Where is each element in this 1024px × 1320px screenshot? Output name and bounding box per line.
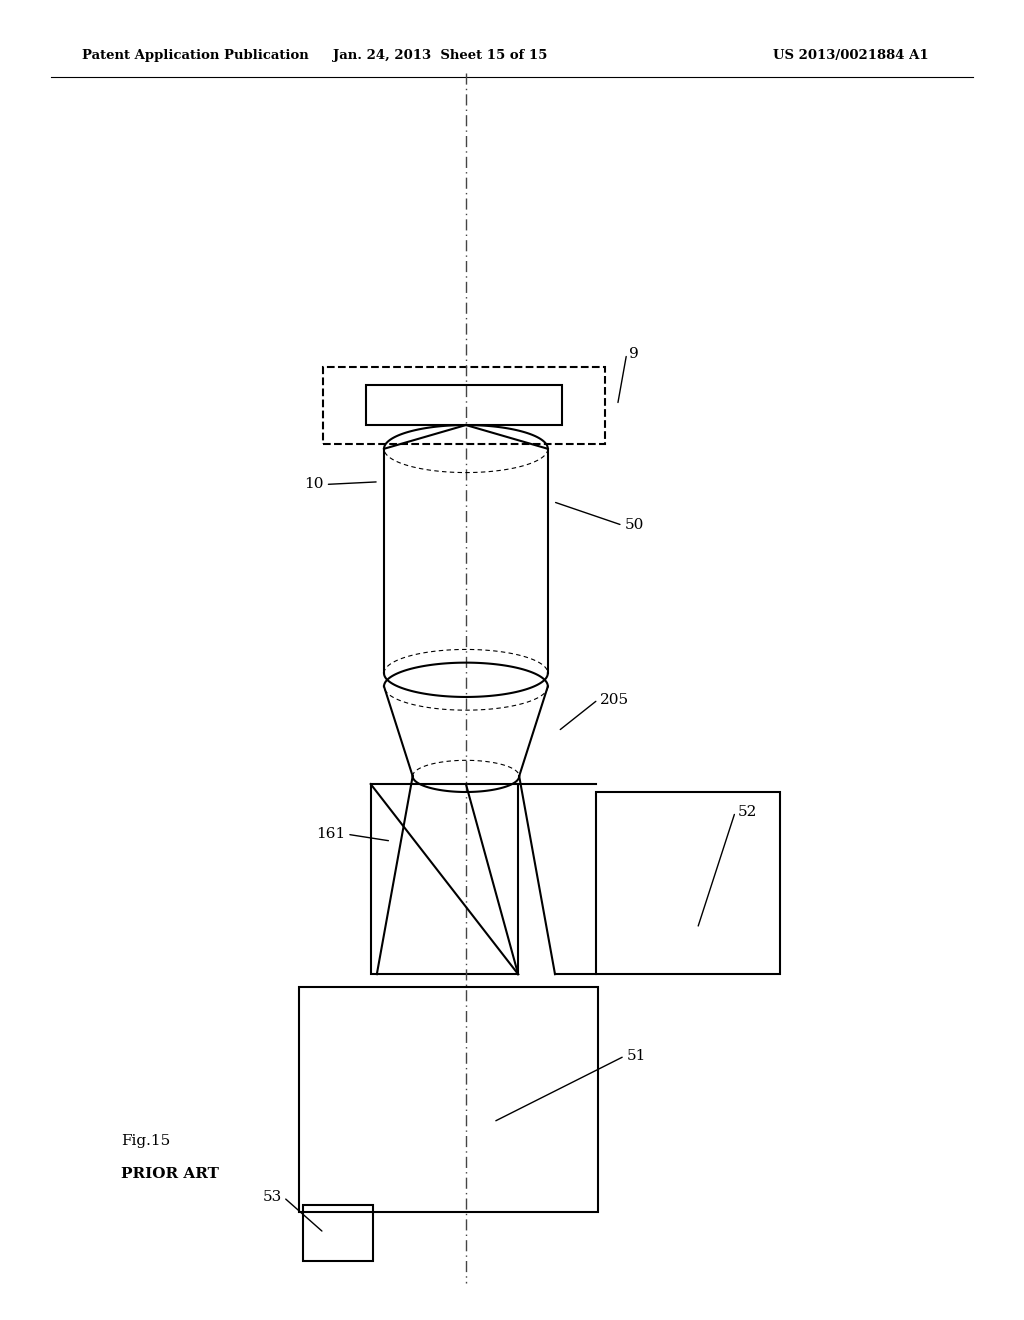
Text: Fig.15: Fig.15 xyxy=(121,1134,170,1148)
Text: US 2013/0021884 A1: US 2013/0021884 A1 xyxy=(773,49,929,62)
Text: 50: 50 xyxy=(625,519,644,532)
Bar xyxy=(303,1205,373,1261)
Text: Jan. 24, 2013  Sheet 15 of 15: Jan. 24, 2013 Sheet 15 of 15 xyxy=(333,49,548,62)
Text: 9: 9 xyxy=(629,347,639,360)
Text: 51: 51 xyxy=(627,1049,646,1063)
Bar xyxy=(366,385,562,425)
Bar xyxy=(299,987,598,1212)
Text: 53: 53 xyxy=(262,1191,282,1204)
Text: Patent Application Publication: Patent Application Publication xyxy=(82,49,308,62)
Bar xyxy=(323,367,605,444)
Bar xyxy=(596,792,780,974)
Text: 52: 52 xyxy=(737,805,757,818)
Bar xyxy=(371,784,518,974)
Text: PRIOR ART: PRIOR ART xyxy=(121,1167,219,1181)
Text: 10: 10 xyxy=(304,478,324,491)
Text: 205: 205 xyxy=(600,693,629,706)
Text: 161: 161 xyxy=(315,828,345,841)
